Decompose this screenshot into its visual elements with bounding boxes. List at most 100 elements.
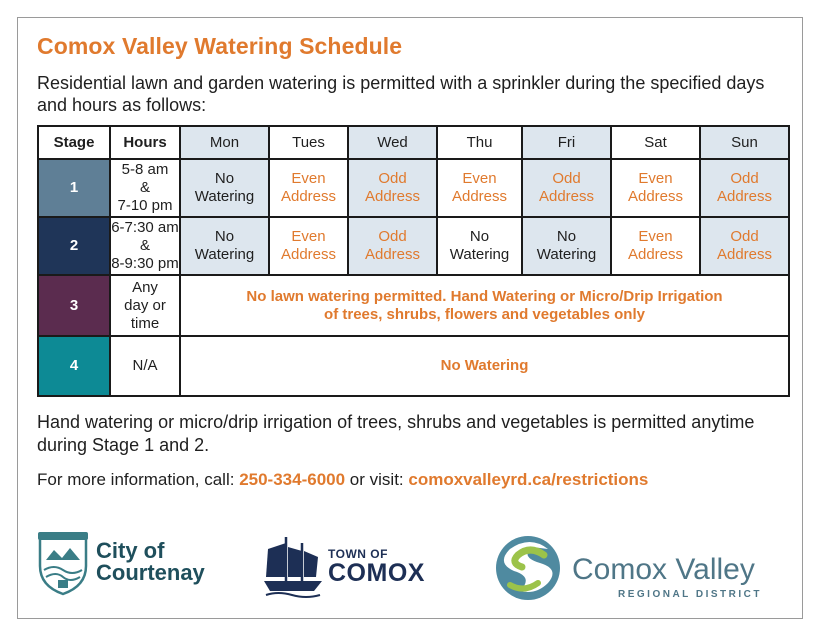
cell-line: Even [291,228,326,245]
courtenay-crest-icon [38,532,88,596]
schedule-cell: Even Address [610,158,701,218]
stage-badge: 4 [37,335,111,397]
table-row-stage-3: 3 Any day or time No lawn watering permi… [37,274,790,337]
cell-line: No [214,170,235,187]
courtenay-wordmark: City of Courtenay [96,540,205,584]
comox-valley-regional-district-logo: Comox Valley REGIONAL DISTRICT [490,533,795,603]
schedule-cell: Odd Address [521,158,612,218]
hours-line: 6-7:30 am [111,219,179,236]
cell-line: Watering [536,246,597,263]
poster-frame [17,17,803,619]
schedule-cell: Even Address [436,158,523,218]
stage-badge: 3 [37,274,111,337]
cell-line: Address [280,188,337,205]
watering-schedule-table: Stage Hours Mon Tues Wed Thu Fri Sat Sun… [37,125,790,397]
hours-line: 7-10 pm [117,197,173,214]
schedule-cell: No Watering [436,216,523,276]
header-day-tues: Tues [268,125,349,160]
stage-badge: 1 [37,158,111,218]
website-link[interactable]: comoxvalleyrd.ca/restrictions [408,470,649,489]
comox-big-text: COMOX [328,559,425,587]
courtenay-line: City of [96,538,165,563]
cvrd-subtitle: REGIONAL DISTRICT [618,589,762,600]
header-day-wed: Wed [347,125,438,160]
header-day-fri: Fri [521,125,612,160]
hours-cell: 5-8 am & 7-10 pm [109,158,181,218]
table-row-stage-1: 1 5-8 am & 7-10 pm No Watering Even Addres… [37,158,790,218]
header-day-sat: Sat [610,125,701,160]
cell-line: Even [291,170,326,187]
cell-line: Odd [378,170,407,187]
cell-line: Watering [194,188,255,205]
cell-line: Even [638,170,673,187]
schedule-cell: No Watering [521,216,612,276]
cvrd-wordmark: Comox Valley [572,553,755,586]
schedule-cell: Even Address [268,158,349,218]
header-stage: Stage [37,125,111,160]
cell-line: No [469,228,490,245]
cell-line: Address [451,188,508,205]
cell-line: Address [364,188,421,205]
comox-small-text: TOWN OF [328,547,388,561]
cell-line: Address [716,188,773,205]
cell-line: Odd [378,228,407,245]
cell-line: No [556,228,577,245]
cell-line: Address [627,246,684,263]
schedule-cell: Even Address [268,216,349,276]
schedule-cell: No Watering [179,216,270,276]
cell-line: Odd [730,170,759,187]
cell-line: No [214,228,235,245]
stage-badge: 2 [37,216,111,276]
schedule-cell: Odd Address [347,158,438,218]
cvrd-swirl-icon [496,536,560,600]
contact-info: For more information, call: 250-334-6000… [37,470,648,490]
header-day-sun: Sun [699,125,790,160]
hours-line: & [139,237,150,254]
cell-line: Odd [730,228,759,245]
city-of-courtenay-logo: City of Courtenay [34,530,224,600]
hours-line: day or [124,296,166,314]
hours-line: 8-9:30 pm [111,255,179,272]
cell-line: Address [627,188,684,205]
header-day-thu: Thu [436,125,523,160]
stage-3-message: No lawn watering permitted. Hand Waterin… [179,274,790,337]
cell-line: Watering [449,246,510,263]
message-line: of trees, shrubs, flowers and vegetables… [324,305,645,323]
cell-line: Address [716,246,773,263]
table-row-stage-2: 2 6-7:30 am & 8-9:30 pm No Watering Even A… [37,216,790,276]
cell-line: Odd [552,170,581,187]
message-line: No lawn watering permitted. Hand Waterin… [246,287,723,305]
table-row-stage-4: 4 N/A No Watering [37,335,790,397]
cell-line: Address [364,246,421,263]
header-hours: Hours [109,125,181,160]
schedule-cell: Odd Address [699,158,790,218]
hours-cell: N/A [109,335,181,397]
cell-line: Address [538,188,595,205]
header-day-mon: Mon [179,125,270,160]
schedule-cell: No Watering [179,158,270,218]
cell-line: Even [462,170,497,187]
schedule-cell: Odd Address [347,216,438,276]
hours-cell: Any day or time [109,274,181,337]
page-title: Comox Valley Watering Schedule [37,33,403,59]
schedule-cell: Even Address [610,216,701,276]
header-row: Stage Hours Mon Tues Wed Thu Fri Sat Sun [37,125,790,160]
hand-watering-note: Hand watering or micro/drip irrigation o… [37,412,755,455]
hours-line: & [139,179,150,196]
stage-4-message: No Watering [179,335,790,397]
cell-line: Watering [194,246,255,263]
hours-line: 5-8 am [121,161,169,178]
phone-link[interactable]: 250-334-6000 [239,470,346,489]
town-of-comox-logo: TOWN OF COMOX [262,535,452,605]
cell-line: Even [638,228,673,245]
tall-ship-icon [264,537,322,598]
cell-line: Address [280,246,337,263]
schedule-cell: Odd Address [699,216,790,276]
info-prefix: For more information, call: [37,470,235,489]
hours-line: time [130,314,160,332]
courtenay-line: Courtenay [96,560,205,585]
intro-text: Residential lawn and garden watering is … [37,73,765,115]
hours-line: Any [132,278,158,296]
hours-cell: 6-7:30 am & 8-9:30 pm [109,216,181,276]
info-middle: or visit: [349,470,404,489]
